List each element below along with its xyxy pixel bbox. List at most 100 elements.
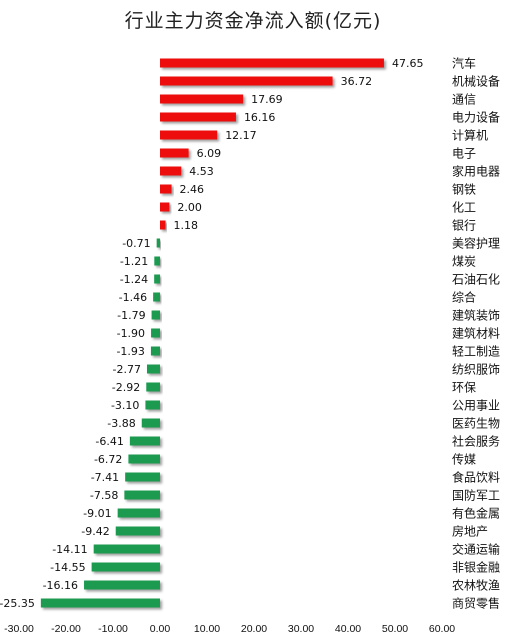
category-label: 房地产: [452, 524, 488, 539]
category-label: 纺织服饰: [452, 363, 500, 377]
bar-机械设备: [160, 76, 333, 86]
category-label: 轻工制造: [452, 345, 500, 359]
bar-传媒: [128, 454, 160, 464]
value-label: -2.77: [113, 363, 141, 376]
category-label: 社会服务: [452, 434, 500, 449]
category-label: 环保: [452, 381, 476, 395]
bar-电子: [160, 148, 189, 158]
value-label: -3.88: [107, 417, 135, 430]
value-label: 2.46: [180, 183, 205, 196]
value-label: -14.11: [52, 543, 87, 556]
x-tick-label: -10.00: [98, 623, 128, 635]
bar-石油石化: [154, 274, 160, 284]
category-label: 农林牧渔: [452, 579, 500, 593]
bar-家用电器: [160, 166, 182, 176]
value-label: 47.65: [392, 57, 424, 70]
chart-title: 行业主力资金净流入额(亿元): [124, 10, 382, 32]
x-tick-label: 0.00: [150, 623, 171, 635]
bar-轻工制造: [150, 346, 160, 356]
value-label: -1.79: [117, 309, 145, 322]
bar-建筑装饰: [151, 310, 160, 320]
bar-纺织服饰: [146, 364, 160, 374]
bar-环保: [146, 382, 160, 392]
x-tick-label: 20.00: [241, 623, 267, 635]
bar-公用事业: [145, 400, 160, 410]
value-label: -1.46: [119, 291, 147, 304]
x-tick-label: 40.00: [335, 623, 361, 635]
value-label: 1.18: [174, 219, 199, 232]
value-label: -9.01: [83, 507, 111, 520]
bar-银行: [160, 220, 166, 230]
category-label: 国防军工: [452, 488, 500, 503]
category-label: 商贸零售: [452, 596, 500, 611]
bar-国防军工: [124, 490, 160, 500]
category-label: 机械设备: [452, 74, 500, 89]
bar-建筑材料: [151, 328, 160, 338]
value-label: -7.58: [90, 489, 118, 502]
value-label: 6.09: [197, 147, 222, 160]
value-label: -1.90: [117, 327, 145, 340]
bar-综合: [153, 292, 160, 302]
bar-美容护理: [156, 238, 160, 248]
value-label: 12.17: [225, 129, 257, 142]
value-label: -1.24: [120, 273, 148, 286]
bar-煤炭: [154, 256, 160, 266]
category-label: 有色金属: [452, 506, 500, 521]
value-label: 17.69: [251, 93, 283, 106]
category-label: 非银金融: [452, 560, 500, 575]
value-label: -2.92: [112, 381, 140, 394]
bar-汽车: [160, 58, 384, 68]
bar-钢铁: [160, 184, 172, 194]
value-label: -9.42: [81, 525, 109, 538]
category-label: 家用电器: [452, 164, 500, 179]
bar-商贸零售: [40, 598, 160, 608]
x-tick-label: -20.00: [51, 623, 81, 635]
category-label: 石油石化: [452, 273, 500, 287]
value-label: -3.10: [111, 399, 139, 412]
category-label: 计算机: [452, 128, 488, 143]
bar-交通运输: [93, 544, 160, 554]
bar-房地产: [115, 526, 160, 536]
x-tick-label: 50.00: [382, 623, 408, 635]
category-label: 建筑装饰: [452, 308, 500, 323]
category-label: 综合: [452, 290, 476, 305]
value-label: -1.21: [120, 255, 148, 268]
bar-化工: [160, 202, 170, 212]
bar-电力设备: [160, 112, 236, 122]
category-label: 交通运输: [452, 542, 500, 557]
category-label: 电力设备: [452, 111, 500, 125]
category-label: 医药生物: [452, 417, 500, 431]
category-label: 钢铁: [452, 183, 476, 197]
value-label: -16.16: [43, 579, 78, 592]
category-label: 建筑材料: [452, 326, 500, 341]
category-label: 公用事业: [452, 399, 500, 413]
category-label: 美容护理: [452, 236, 500, 251]
value-label: 4.53: [189, 165, 214, 178]
bar-食品饮料: [125, 472, 160, 482]
category-label: 传媒: [452, 452, 476, 467]
value-label: -0.71: [122, 237, 150, 250]
bar-计算机: [160, 130, 218, 140]
value-label: -6.72: [94, 453, 122, 466]
value-label: -25.35: [0, 597, 35, 610]
x-tick-label: 60.00: [429, 623, 455, 635]
bar-通信: [160, 94, 244, 104]
bar-非银金融: [91, 562, 160, 572]
value-label: -6.41: [95, 435, 123, 448]
bar-有色金属: [117, 508, 160, 518]
category-label: 化工: [452, 201, 476, 215]
category-label: 汽车: [452, 56, 476, 71]
bar-农林牧渔: [84, 580, 160, 590]
x-tick-label: -30.00: [4, 623, 34, 635]
value-label: -1.93: [116, 345, 144, 358]
x-tick-label: 30.00: [288, 623, 314, 635]
value-label: 36.72: [341, 75, 373, 88]
category-label: 电子: [452, 147, 476, 161]
value-label: 16.16: [244, 111, 276, 124]
category-label: 煤炭: [452, 255, 476, 269]
category-label: 通信: [452, 93, 476, 107]
bar-社会服务: [129, 436, 160, 446]
bar-医药生物: [141, 418, 160, 428]
value-label: 2.00: [177, 201, 202, 214]
